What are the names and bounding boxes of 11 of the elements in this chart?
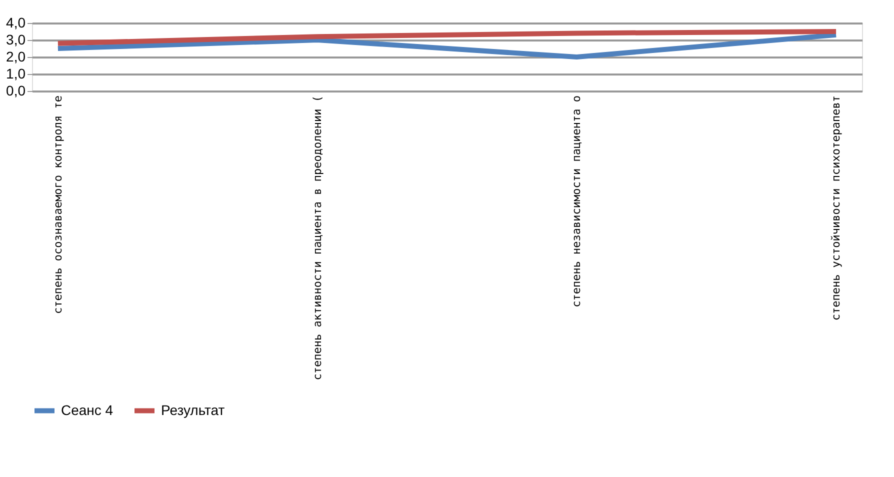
legend-label: Сеанс 4 — [61, 402, 114, 418]
y-tick-label: 2,0 — [6, 48, 26, 64]
y-tick-label: 0,0 — [6, 82, 26, 98]
y-tick-label: 3,0 — [6, 32, 26, 48]
y-tick-label: 4,0 — [6, 14, 26, 30]
x-tick-label: степень независимости пациента о — [570, 96, 584, 308]
legend-label: Результат — [161, 402, 226, 418]
x-tick-label: степень активности пациента в преодолении ( — [310, 96, 324, 380]
x-tick-label: степень устойчивости психотерапевт — [830, 96, 843, 321]
x-tick-label: степень осознаваемого контроля те — [51, 96, 64, 314]
y-tick-label: 1,0 — [6, 66, 26, 82]
